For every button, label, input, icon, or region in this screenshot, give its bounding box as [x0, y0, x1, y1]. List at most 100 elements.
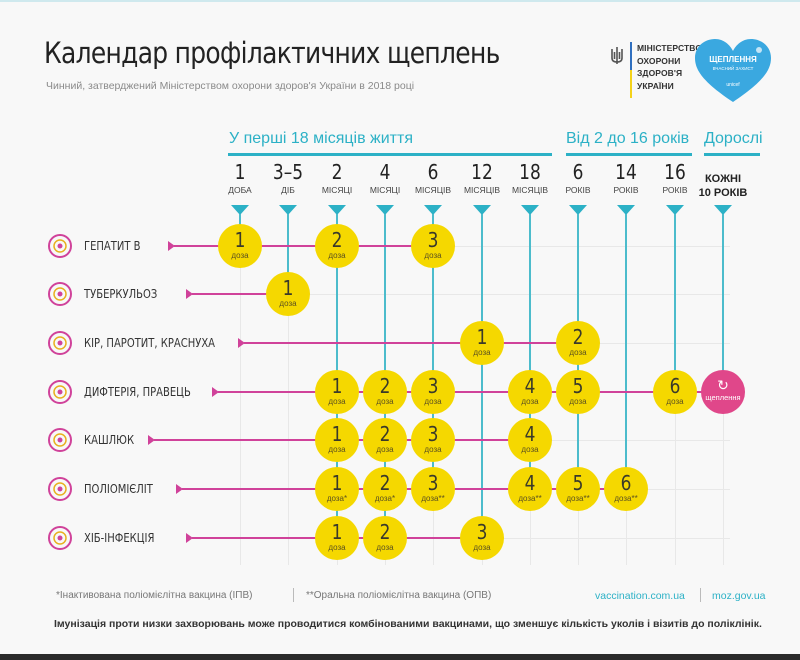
dose-circle: 3 доза** — [411, 467, 455, 511]
row-arrow-icon — [168, 241, 175, 251]
dose-number: 6 — [669, 374, 681, 398]
dose-circle: 1 доза — [315, 370, 359, 414]
disease-timeline-line — [244, 342, 578, 344]
grid-column-line — [240, 215, 241, 565]
row-arrow-icon — [186, 289, 193, 299]
combined-vaccines-note: Імунізація проти низки захворювань може … — [54, 618, 762, 630]
age-number: 16 — [664, 160, 686, 184]
dose-circle: 3 доза — [460, 516, 504, 560]
dose-number: 3 — [476, 520, 488, 544]
dose-number: 1 — [476, 325, 488, 349]
triangle-marker-icon — [376, 205, 394, 215]
dose-number: 2 — [572, 325, 584, 349]
dose-number: 3 — [427, 374, 439, 398]
dose-number: 3 — [427, 228, 439, 252]
dose-label: доза — [279, 299, 297, 308]
age-timeline-line — [722, 214, 724, 392]
dose-label: доза — [231, 251, 249, 260]
age-number: 18 — [519, 160, 541, 184]
polio-virus-icon — [48, 477, 72, 501]
dose-label: доза — [328, 397, 346, 406]
dose-number: 5 — [572, 374, 584, 398]
row-arrow-icon — [148, 435, 155, 445]
disease-label: ПОЛІОМІЄЛІТ — [84, 481, 153, 496]
triangle-marker-icon — [328, 205, 346, 215]
age-timeline-line — [432, 214, 434, 489]
dose-label: доза** — [566, 494, 590, 503]
dose-number: 3 — [427, 422, 439, 446]
refresh-icon: ↻ — [717, 377, 729, 393]
triangle-marker-icon — [473, 205, 491, 215]
dose-label: доза — [376, 445, 394, 454]
age-unit: МІСЯЦІ — [321, 185, 353, 195]
dose-label: доза — [473, 543, 491, 552]
disease-label: КАШЛЮК — [84, 432, 135, 447]
dose-number: 1 — [282, 276, 294, 300]
age-column-header: КОЖНІ 10 РОКІВ — [693, 172, 753, 200]
age-group-infant: У перші 18 місяців життя — [229, 130, 413, 147]
age-column-header: 2 МІСЯЦІ — [307, 160, 367, 196]
dose-label: доза — [328, 543, 346, 552]
triangle-marker-icon — [279, 205, 297, 215]
link-separator — [700, 588, 701, 602]
dose-circle: 3 доза — [411, 224, 455, 268]
dose-circle: 2 доза — [363, 418, 407, 462]
dose-label: доза* — [326, 494, 348, 503]
link-vaccination[interactable]: vaccination.com.ua — [595, 590, 685, 602]
row-arrow-icon — [238, 338, 245, 348]
dose-number: 1 — [331, 471, 343, 495]
age-unit: РОКІВ — [565, 185, 591, 195]
flag-bar — [630, 42, 632, 98]
dose-label: доза — [328, 445, 346, 454]
dose-number: 1 — [331, 374, 343, 398]
age-column-header: 1 ДОБА — [210, 160, 270, 196]
dose-circle: 5 доза** — [556, 467, 600, 511]
heart-logo-icon — [695, 39, 771, 102]
row-arrow-icon — [186, 533, 193, 543]
age-timeline-line — [674, 214, 676, 392]
age-number: 1 — [234, 160, 246, 184]
dose-number: 5 — [572, 471, 584, 495]
dose-label: доза — [424, 397, 442, 406]
dose-circle: 6 доза** — [604, 467, 648, 511]
disease-label: ДИФТЕРІЯ, ПРАВЕЦЬ — [84, 384, 191, 399]
ministry-name: МІНІСТЕРСТВО ОХОРОНИ ЗДОРОВ'Я УКРАЇНИ — [637, 43, 703, 91]
disease-timeline-line — [218, 391, 723, 393]
age-timeline-line — [529, 214, 531, 489]
triangle-marker-icon — [569, 205, 587, 215]
age-adult-line1: КОЖНІ — [704, 173, 742, 185]
age-group-adults-underline — [704, 153, 760, 156]
age-group-infant-underline — [228, 153, 552, 156]
hepatitis-virus-icon — [48, 234, 72, 258]
dose-label: доза — [666, 397, 684, 406]
age-timeline-line — [287, 214, 289, 294]
dose-circle: 3 доза — [411, 418, 455, 462]
tuberculosis-bacteria-icon — [48, 282, 72, 306]
link-moz[interactable]: moz.gov.ua — [712, 590, 766, 602]
age-unit: МІСЯЦІ — [369, 185, 401, 195]
disease-label: ТУБЕРКУЛЬОЗ — [84, 286, 158, 301]
age-number: 14 — [615, 160, 637, 184]
dose-label: доза — [424, 445, 442, 454]
age-unit: ДОБА — [228, 185, 252, 195]
hib-bacteria-icon — [48, 526, 72, 550]
age-column-header: 18 МІСЯЦІВ — [500, 160, 560, 196]
age-column-header: 4 МІСЯЦІ — [355, 160, 415, 196]
age-number: 2 — [331, 160, 343, 184]
dose-circle: 6 доза — [653, 370, 697, 414]
age-number: 4 — [379, 160, 391, 184]
age-unit: РОКІВ — [613, 185, 639, 195]
disease-timeline-line — [174, 245, 433, 247]
heart-logo-title: ЩЕПЛЕННЯ — [709, 55, 757, 64]
triangle-marker-icon — [231, 205, 249, 215]
dose-label: доза** — [614, 494, 638, 503]
booster-label: щеплення — [705, 393, 741, 402]
dose-circle: 1 доза — [266, 272, 310, 316]
dose-circle: 4 доза** — [508, 467, 552, 511]
age-timeline-line — [625, 214, 627, 489]
disease-label: ХІБ-ІНФЕКЦІЯ — [84, 530, 155, 545]
grid-column-line — [288, 215, 289, 565]
ministry-logo: МІНІСТЕРСТВО ОХОРОНИ ЗДОРОВ'Я УКРАЇНИ — [610, 42, 702, 98]
dose-circle: 2 доза* — [363, 467, 407, 511]
age-group-children-underline — [566, 153, 692, 156]
